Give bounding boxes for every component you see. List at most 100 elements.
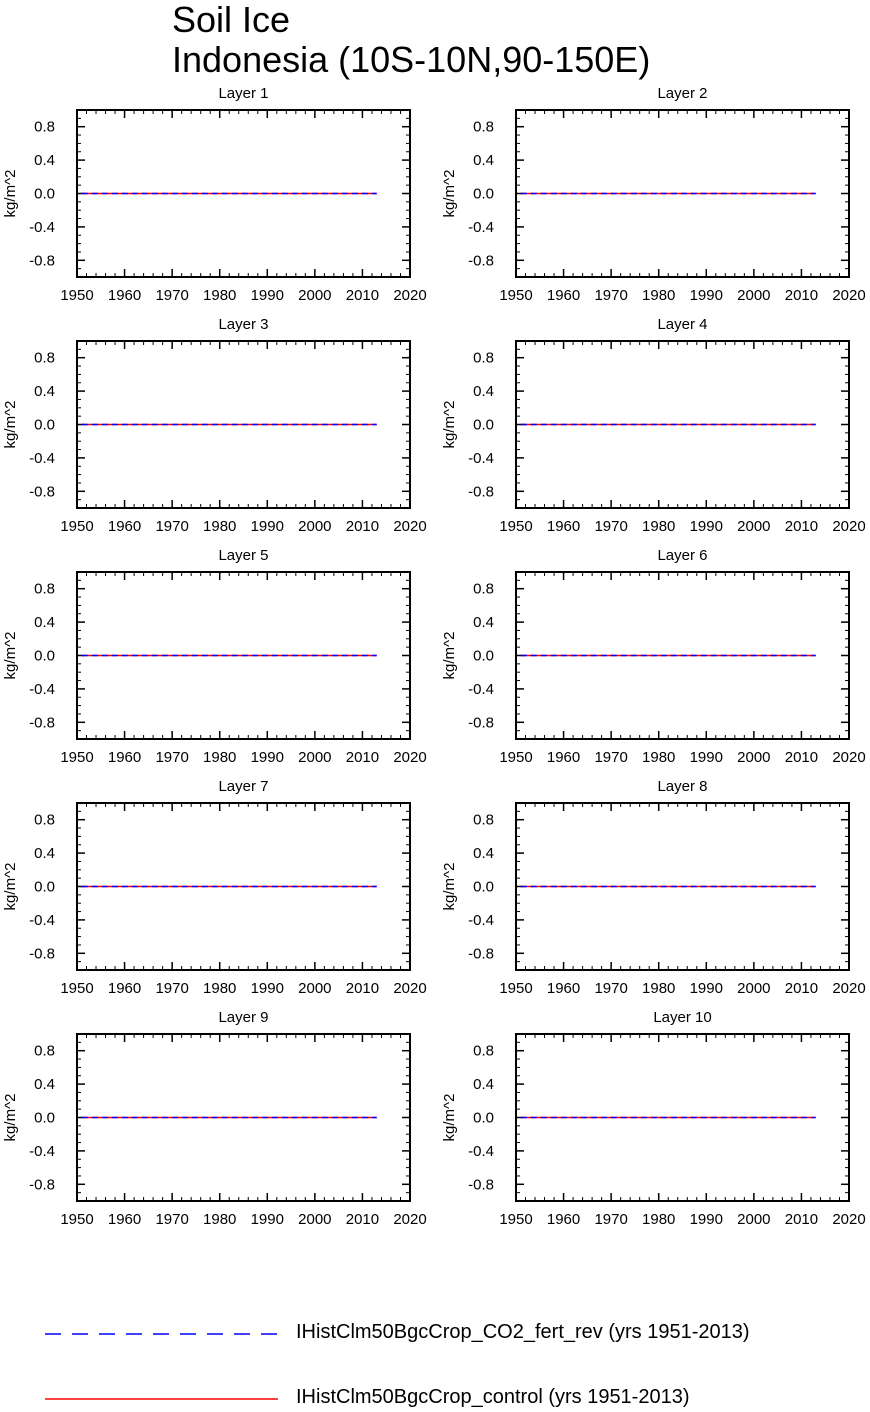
x-tick-label: 1950 bbox=[60, 287, 93, 304]
x-tick-label: 1970 bbox=[155, 749, 188, 766]
x-tick-label: 2020 bbox=[832, 287, 865, 304]
y-tick-label: -0.4 bbox=[468, 450, 494, 467]
x-tick-label: 1990 bbox=[251, 749, 284, 766]
y-tick-label: -0.4 bbox=[468, 219, 494, 236]
x-tick-label: 2010 bbox=[346, 749, 379, 766]
x-tick-label: 2010 bbox=[785, 749, 818, 766]
y-axis-label: kg/m^2 bbox=[2, 401, 19, 449]
panel-title: Layer 8 bbox=[657, 778, 707, 795]
x-tick-label: 1960 bbox=[547, 518, 580, 535]
x-tick-label: 1950 bbox=[499, 1211, 532, 1228]
y-tick-label: -0.8 bbox=[29, 483, 55, 500]
y-tick-label: 0.8 bbox=[34, 812, 55, 829]
panel-layer-7: 1950 1960 1970 1980 1990 2000 2010 2020 0.8 0.4 0.… bbox=[2, 778, 427, 997]
x-tick-label: 1980 bbox=[642, 518, 675, 535]
panel-layer-1: 1950 1960 1970 1980 1990 2000 2010 2020 0.8 0.4 0.… bbox=[2, 85, 427, 304]
panel-layer-5: 1950 1960 1970 1980 1990 2000 2010 2020 0.8 0.4 0.… bbox=[2, 547, 427, 766]
x-tick-label: 1960 bbox=[108, 980, 141, 997]
x-tick-label: 2000 bbox=[298, 287, 331, 304]
panel-layer-6: 1950 1960 1970 1980 1990 2000 2010 2020 0.8 0.4 0.… bbox=[441, 547, 866, 766]
x-tick-label: 2010 bbox=[785, 980, 818, 997]
y-tick-label: 0.8 bbox=[473, 119, 494, 136]
panel-title: Layer 7 bbox=[218, 778, 268, 795]
x-tick-label: 1980 bbox=[642, 1211, 675, 1228]
x-tick-label: 1970 bbox=[594, 287, 627, 304]
y-tick-label: -0.4 bbox=[29, 219, 55, 236]
y-tick-label: -0.4 bbox=[29, 681, 55, 698]
x-tick-label: 2010 bbox=[785, 1211, 818, 1228]
y-axis-label: kg/m^2 bbox=[2, 170, 19, 218]
x-tick-label: 1990 bbox=[690, 749, 723, 766]
figure-title-line2: Indonesia (10S-10N,90-150E) bbox=[172, 39, 651, 80]
y-tick-label: 0.0 bbox=[34, 417, 55, 434]
y-tick-label: 0.0 bbox=[473, 1110, 494, 1127]
y-tick-label: 0.0 bbox=[34, 879, 55, 896]
x-tick-label: 1980 bbox=[203, 518, 236, 535]
panel-title: Layer 3 bbox=[218, 316, 268, 333]
panel-layer-3: 1950 1960 1970 1980 1990 2000 2010 2020 0.8 0.4 0.… bbox=[2, 316, 427, 535]
y-axis-label: kg/m^2 bbox=[2, 1094, 19, 1142]
y-tick-label: 0.4 bbox=[473, 383, 494, 400]
y-tick-label: 0.8 bbox=[473, 1043, 494, 1060]
y-tick-label: -0.8 bbox=[29, 945, 55, 962]
x-tick-label: 2010 bbox=[346, 518, 379, 535]
x-tick-label: 1950 bbox=[60, 518, 93, 535]
x-tick-label: 2020 bbox=[393, 1211, 426, 1228]
x-tick-label: 1960 bbox=[108, 518, 141, 535]
x-tick-label: 2010 bbox=[346, 1211, 379, 1228]
x-tick-label: 1960 bbox=[547, 749, 580, 766]
y-tick-label: -0.8 bbox=[468, 714, 494, 731]
x-tick-label: 2000 bbox=[298, 980, 331, 997]
y-tick-label: -0.8 bbox=[468, 1176, 494, 1193]
y-tick-label: 0.4 bbox=[34, 614, 55, 631]
x-tick-label: 1980 bbox=[203, 980, 236, 997]
legend-label-control: IHistClm50BgcCrop_control (yrs 1951-2013… bbox=[296, 1386, 690, 1408]
y-tick-label: 0.4 bbox=[34, 1076, 55, 1093]
y-tick-label: 0.8 bbox=[473, 350, 494, 367]
x-tick-label: 1990 bbox=[690, 1211, 723, 1228]
y-tick-label: 0.8 bbox=[473, 812, 494, 829]
x-tick-label: 1970 bbox=[155, 518, 188, 535]
x-tick-label: 2000 bbox=[737, 1211, 770, 1228]
y-tick-label: 0.4 bbox=[34, 152, 55, 169]
panel-title: Layer 6 bbox=[657, 547, 707, 564]
y-tick-label: 0.0 bbox=[473, 648, 494, 665]
y-tick-label: 0.8 bbox=[473, 581, 494, 598]
x-tick-label: 1990 bbox=[690, 980, 723, 997]
x-tick-label: 1970 bbox=[594, 518, 627, 535]
x-tick-label: 1970 bbox=[155, 287, 188, 304]
y-tick-label: 0.4 bbox=[473, 614, 494, 631]
x-tick-label: 1960 bbox=[547, 287, 580, 304]
y-tick-label: -0.8 bbox=[29, 714, 55, 731]
y-tick-label: -0.4 bbox=[468, 1143, 494, 1160]
panel-title: Layer 2 bbox=[657, 85, 707, 102]
y-axis-label: kg/m^2 bbox=[441, 170, 458, 218]
panel-layer-10: 1950 1960 1970 1980 1990 2000 2010 2020 0.8 0.4 0.… bbox=[441, 1009, 866, 1228]
y-tick-label: -0.8 bbox=[468, 483, 494, 500]
x-tick-label: 1950 bbox=[499, 749, 532, 766]
panel-layer-9: 1950 1960 1970 1980 1990 2000 2010 2020 0.8 0.4 0.… bbox=[2, 1009, 427, 1228]
x-tick-label: 2000 bbox=[737, 518, 770, 535]
y-axis-label: kg/m^2 bbox=[441, 863, 458, 911]
x-tick-label: 2020 bbox=[393, 518, 426, 535]
x-tick-label: 1990 bbox=[251, 518, 284, 535]
y-tick-label: 0.8 bbox=[34, 119, 55, 136]
x-tick-label: 2010 bbox=[785, 287, 818, 304]
x-tick-label: 1980 bbox=[203, 749, 236, 766]
x-tick-label: 2010 bbox=[785, 518, 818, 535]
x-tick-label: 1980 bbox=[203, 287, 236, 304]
x-tick-label: 1970 bbox=[155, 980, 188, 997]
x-tick-label: 1970 bbox=[594, 749, 627, 766]
x-tick-label: 1990 bbox=[251, 287, 284, 304]
y-tick-label: -0.8 bbox=[468, 945, 494, 962]
panel-title: Layer 9 bbox=[218, 1009, 268, 1026]
x-tick-label: 1990 bbox=[251, 980, 284, 997]
y-tick-label: -0.8 bbox=[29, 1176, 55, 1193]
y-tick-label: -0.8 bbox=[29, 252, 55, 269]
legend-label-co2-fert-rev: IHistClm50BgcCrop_CO2_fert_rev (yrs 1951… bbox=[296, 1321, 750, 1343]
y-axis-label: kg/m^2 bbox=[2, 863, 19, 911]
x-tick-label: 1980 bbox=[203, 1211, 236, 1228]
x-tick-label: 2000 bbox=[737, 287, 770, 304]
panel-title: Layer 4 bbox=[657, 316, 707, 333]
